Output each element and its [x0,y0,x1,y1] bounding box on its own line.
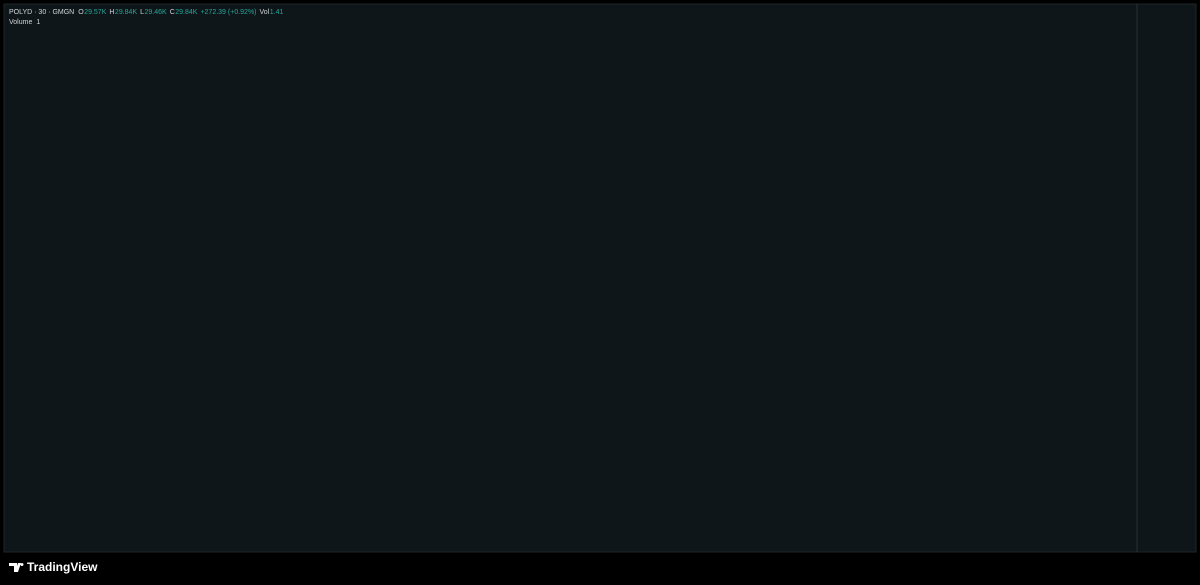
ohlc-value: 29.57K [84,9,107,16]
ohlc-value: 29.84K [115,9,138,16]
symbol: POLYD · 30 · GMGN [9,9,74,16]
ohlc-value: 29.46K [145,9,168,16]
indicator-name: Volume [9,19,32,26]
brand: TradingView [9,560,98,574]
ohlc-key: L [140,9,144,16]
vol-key: Vol [260,9,270,16]
ohlc-key: C [170,9,175,16]
indicator-value: 1 [36,19,40,26]
vol-value: 1.41 [270,9,284,16]
ohlc-value: 29.84K [175,9,198,16]
ohlc-key: O [78,9,84,16]
brand-logo [9,563,24,572]
change: +272.39 (+0.92%) [200,9,256,16]
ohlc-key: H [109,9,114,16]
brand-name: TradingView [27,560,98,574]
chart-pane [3,3,1197,553]
